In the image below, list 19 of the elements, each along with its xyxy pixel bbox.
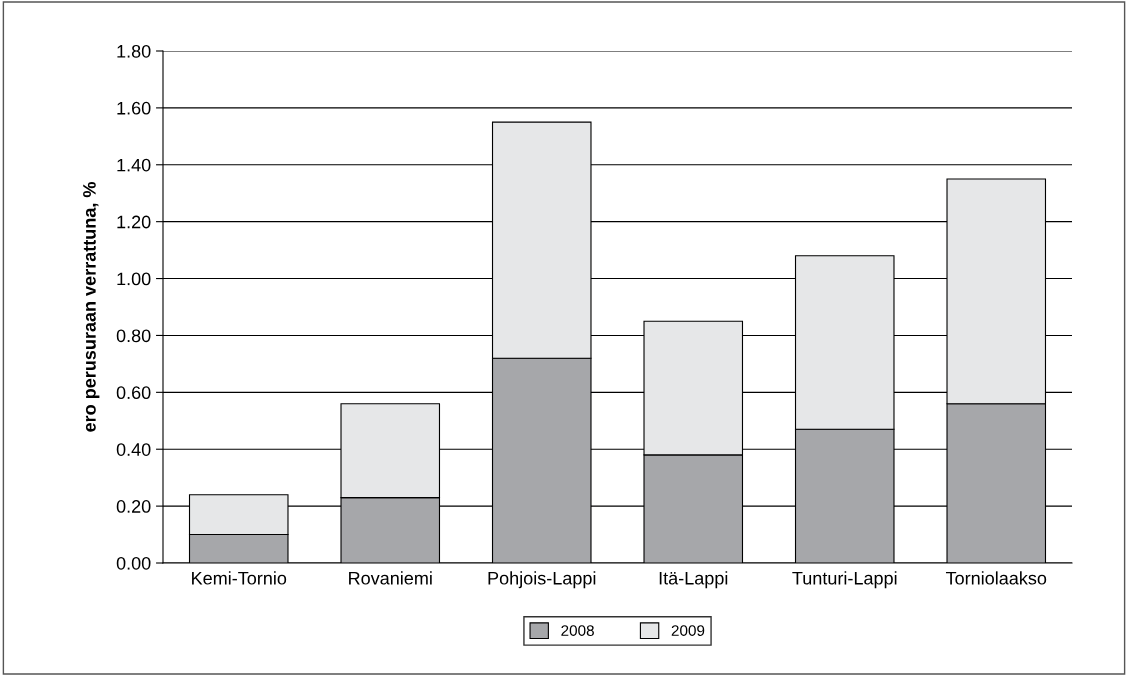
y-tick-label: 1.60 [117, 101, 151, 115]
x-tick-label: Torniolaakso [945, 571, 1047, 585]
legend-label: 2009 [671, 625, 705, 636]
y-tick-label: 1.40 [117, 158, 151, 172]
y-axis-title: ero perusuraan verrattuna, % [83, 182, 100, 432]
x-tick-label: Kemi-Tornio [192, 571, 287, 585]
x-tick-label: Tunturi-Lappi [792, 571, 897, 589]
y-tick-label: 0.20 [116, 500, 151, 513]
y-tick-label: 1.20 [117, 215, 151, 229]
y-tick-label: 0.80 [116, 329, 151, 343]
y-tick-label: 0.40 [116, 443, 151, 456]
legend-label: 2008 [561, 625, 594, 636]
x-tick-label: Itä-Lappi [659, 571, 728, 589]
y-tick-label: 1.80 [117, 44, 151, 58]
y-tick-label: 1.00 [117, 272, 151, 286]
x-tick-label: Pohjois-Lappi [488, 571, 596, 589]
y-tick-label: 0.00 [116, 556, 151, 570]
y-tick-label: 0.60 [116, 386, 151, 400]
x-tick-label: Rovaniemi [349, 571, 432, 585]
